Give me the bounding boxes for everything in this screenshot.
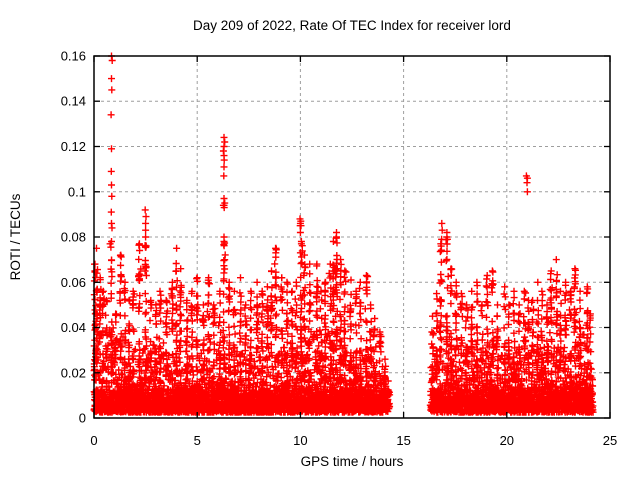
- x-tick-label: 20: [500, 433, 514, 448]
- x-tick-label: 5: [194, 433, 201, 448]
- y-tick-label: 0.14: [61, 94, 86, 109]
- y-tick-label: 0.02: [61, 365, 86, 380]
- x-tick-label: 10: [293, 433, 307, 448]
- y-tick-label: 0.12: [61, 139, 86, 154]
- x-tick-label: 15: [396, 433, 410, 448]
- axis-layer: 0 5 10 15 20 25 0 0.02 0.04 0.06 0.08 0.1 0.12 0.14 0.…: [61, 49, 618, 449]
- y-tick-label: 0.08: [61, 230, 86, 245]
- x-tick-label: 25: [603, 433, 617, 448]
- scatter-points: [90, 52, 597, 416]
- y-tick-label: 0.1: [68, 184, 86, 199]
- y-tick-label: 0: [79, 411, 86, 426]
- chart-title: Day 209 of 2022, Rate Of TEC Index for r…: [193, 18, 511, 33]
- y-tick-label: 0.16: [61, 49, 86, 64]
- data-point-markers: [90, 52, 597, 416]
- y-axis-label: ROTI / TECUs: [8, 193, 23, 280]
- x-tick-label: 0: [90, 433, 97, 448]
- y-tick-label: 0.06: [61, 275, 86, 290]
- x-axis-label: GPS time / hours: [301, 454, 404, 469]
- y-tick-label: 0.04: [61, 320, 86, 335]
